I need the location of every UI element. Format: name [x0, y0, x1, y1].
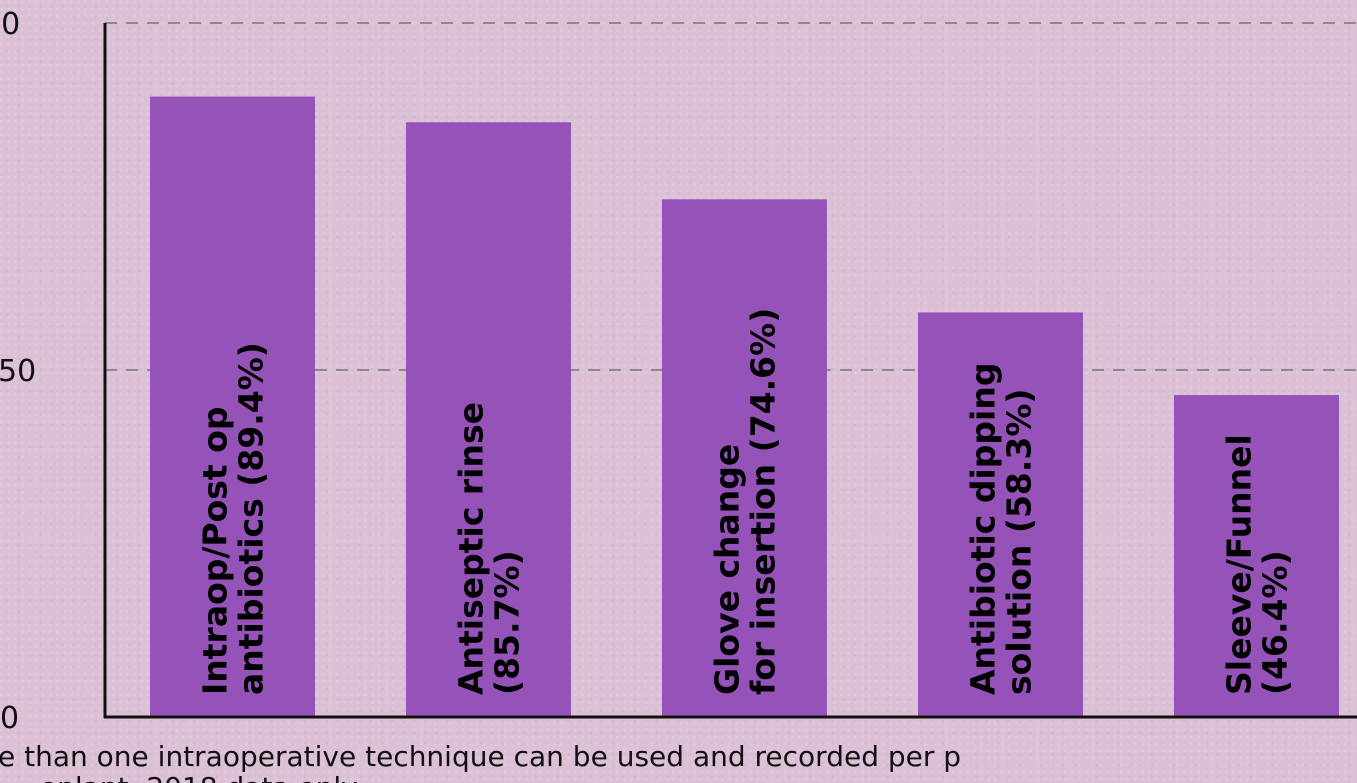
footnote: e than one intraoperative technique can … — [0, 740, 961, 783]
y-tick-label-100: 00 — [0, 7, 20, 42]
footnote-line-1: e than one intraoperative technique can … — [0, 740, 961, 773]
y-tick-label-0: 0 — [0, 701, 19, 736]
bar-labels-layer: Intraop/Post opantibiotics (89.4%) Antise… — [196, 308, 1295, 695]
footnote-line-2: oplant, 2018 data only — [40, 771, 358, 783]
y-tick-labels: 0 50 00 — [0, 7, 36, 736]
y-tick-label-50: 50 — [0, 354, 36, 389]
bar-label-4: Antibiotic dippingsolution (58.3%) — [964, 363, 1039, 695]
